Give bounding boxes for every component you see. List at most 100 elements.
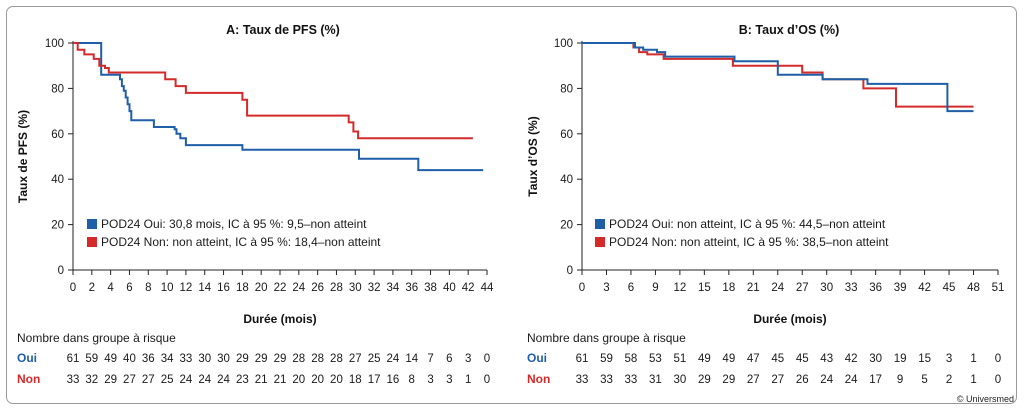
risk-count: 17 [368,374,381,386]
x-tick-label: 30 [820,282,833,294]
y-axis-title: Taux de PFS (%) [16,110,30,203]
risk-group-label: Non [527,372,550,386]
figure-frame [6,6,1017,404]
risk-count: 25 [368,353,381,365]
x-tick-label: 6 [628,282,634,294]
risk-count: 27 [123,374,136,386]
risk-count: 0 [995,353,1001,365]
x-tick-label: 21 [747,282,760,294]
risk-count: 36 [142,353,155,365]
y-tick-label: 40 [51,174,64,186]
risk-count: 0 [484,374,490,386]
risk-count: 26 [796,374,809,386]
legend-swatch-non [595,237,605,247]
y-tick-label: 40 [560,174,573,186]
risk-group-label: Non [17,372,40,386]
x-tick-label: 9 [652,282,658,294]
x-tick-label: 32 [368,282,381,294]
risk-count: 3 [427,374,433,386]
x-tick-label: 18 [236,282,249,294]
risk-count: 1 [970,353,976,365]
risk-count: 27 [747,374,760,386]
risk-count: 51 [673,353,686,365]
x-tick-label: 6 [126,282,132,294]
risk-count: 32 [85,374,98,386]
x-axis-title: Durée (mois) [753,312,826,326]
x-tick-label: 45 [943,282,956,294]
risk-group-label: Oui [17,351,37,365]
x-tick-label: 20 [255,282,268,294]
risk-count: 49 [722,353,735,365]
x-tick-label: 12 [180,282,193,294]
risk-count: 24 [198,374,211,386]
risk-count: 34 [161,353,174,365]
risk-count: 59 [85,353,98,365]
x-tick-label: 8 [145,282,151,294]
y-tick-label: 80 [560,83,573,95]
risk-count: 19 [894,353,907,365]
y-tick-label: 20 [560,220,573,232]
y-tick-label: 0 [567,265,573,277]
risk-count: 58 [625,353,638,365]
risk-count: 25 [161,374,174,386]
y-tick-label: 60 [51,129,64,141]
series-line-oui [73,42,484,172]
y-tick-label: 60 [560,129,573,141]
x-tick-label: 16 [217,282,230,294]
risk-count: 47 [747,353,760,365]
risk-count: 18 [349,374,362,386]
risk-count: 24 [820,374,833,386]
x-tick-label: 22 [274,282,287,294]
x-tick-label: 51 [992,282,1005,294]
x-tick-label: 14 [198,282,211,294]
risk-count: 0 [484,353,490,365]
x-tick-label: 0 [70,282,76,294]
x-tick-label: 36 [405,282,418,294]
legend-swatch-oui [595,219,605,229]
risk-count: 23 [236,374,249,386]
x-tick-label: 4 [107,282,114,294]
risk-count: 3 [465,353,471,365]
risk-count: 24 [387,353,400,365]
risk-count: 30 [673,374,686,386]
risk-count: 61 [67,353,80,365]
risk-count: 42 [845,353,858,365]
risk-count: 30 [869,353,882,365]
copyright-notice: © Univers­med [956,394,1014,404]
risk-count: 28 [330,353,343,365]
legend-swatch-non [87,237,97,247]
risk-count: 28 [311,353,324,365]
x-axis-title: Durée (mois) [243,312,316,326]
x-tick-label: 10 [161,282,174,294]
chart-title: A: Taux de PFS (%) [226,23,340,37]
risk-count: 28 [292,353,305,365]
risk-count: 17 [869,374,882,386]
x-tick-label: 39 [894,282,907,294]
legend-entry: POD24 Non: non atteint, IC à 95 %: 18,4–… [101,235,381,249]
x-tick-label: 44 [481,282,494,294]
risk-count: 45 [771,353,784,365]
risk-count: 24 [845,374,858,386]
x-tick-label: 3 [603,282,609,294]
risk-count: 7 [427,353,433,365]
legend-swatch-oui [87,219,97,229]
x-tick-label: 24 [292,282,305,294]
risk-count: 29 [722,374,735,386]
risk-group-label: Oui [527,351,547,365]
risk-count: 14 [405,353,418,365]
risk-count: 31 [649,374,662,386]
x-tick-label: 26 [311,282,324,294]
x-tick-label: 18 [722,282,735,294]
legend-entry: POD24 Non: non atteint, IC à 95 %: 38,5–… [609,235,889,249]
x-tick-label: 30 [349,282,362,294]
risk-count: 16 [387,374,400,386]
risk-count: 0 [995,374,1001,386]
risk-count: 20 [292,374,305,386]
legend-entry: POD24 Oui: non atteint, IC à 95 %: 44,5–… [609,217,886,231]
risk-count: 21 [255,374,268,386]
x-tick-label: 28 [330,282,343,294]
risk-count: 29 [255,353,268,365]
